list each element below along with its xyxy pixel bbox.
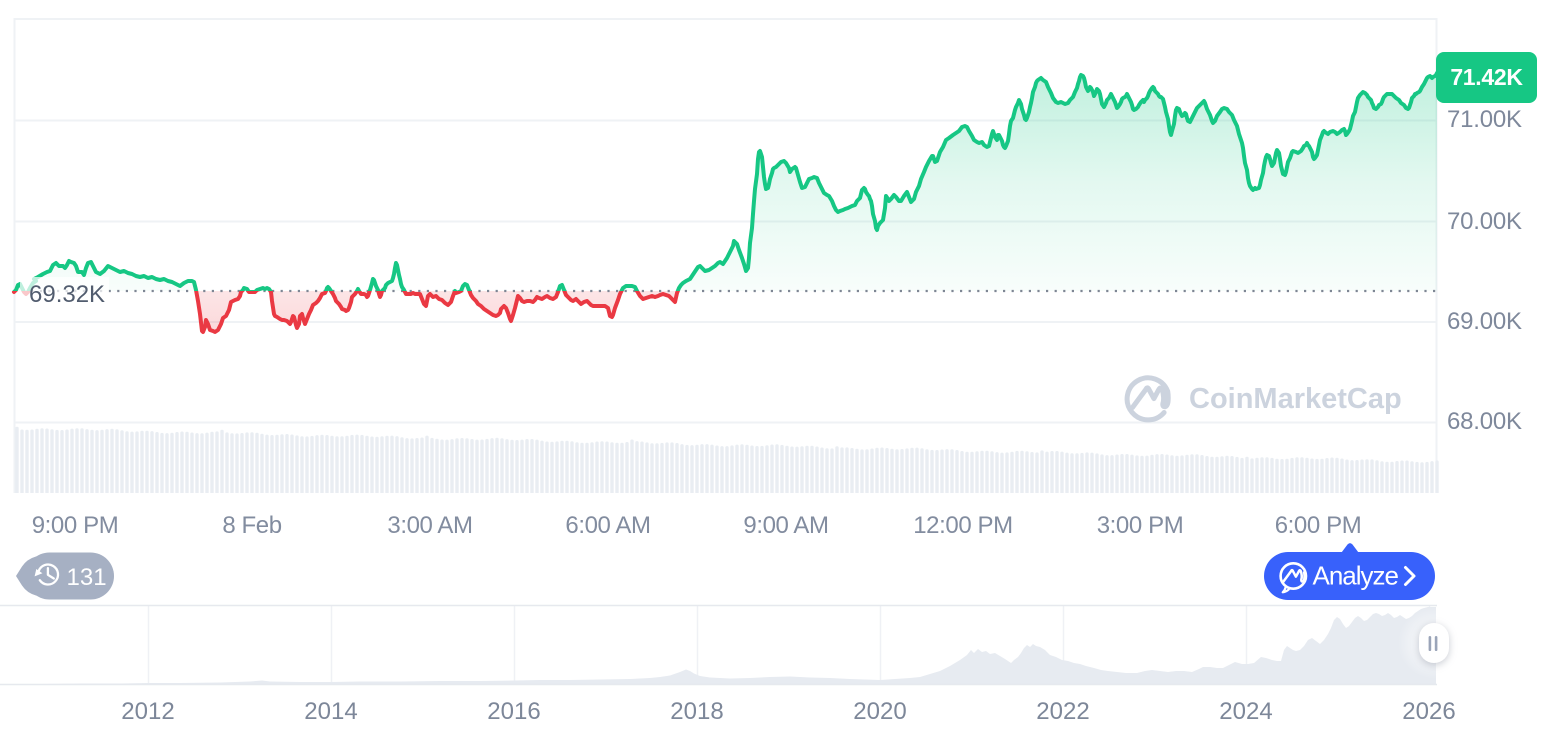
svg-text:69.32K: 69.32K xyxy=(29,281,105,308)
svg-text:CoinMarketCap: CoinMarketCap xyxy=(1189,383,1402,415)
svg-text:131: 131 xyxy=(67,564,107,591)
svg-text:Analyze: Analyze xyxy=(1313,561,1399,591)
